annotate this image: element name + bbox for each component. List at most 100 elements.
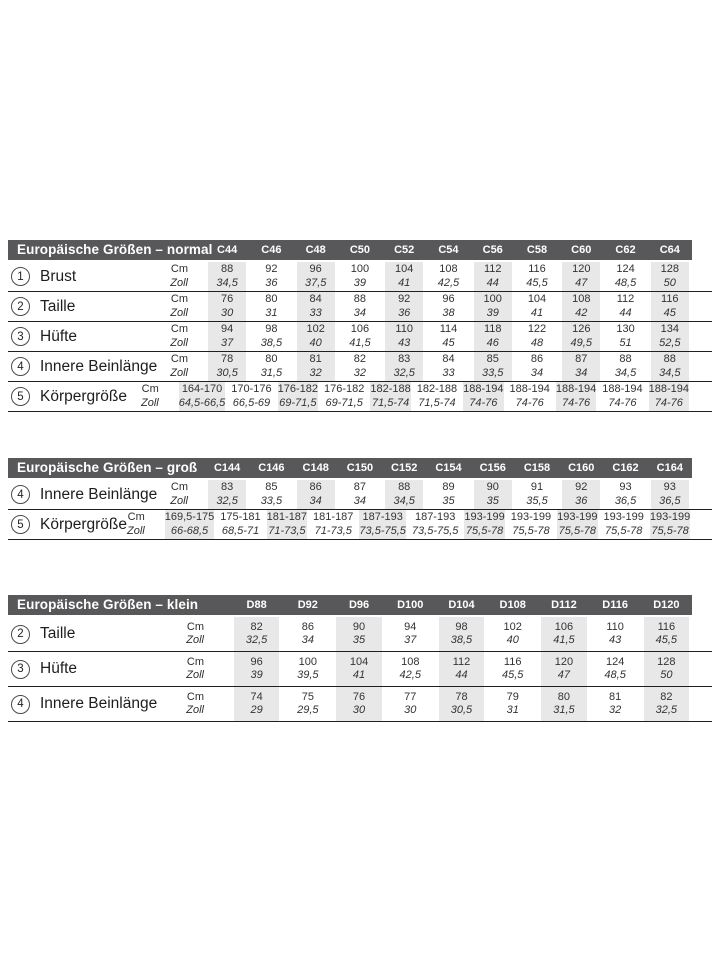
cm-value: 108 bbox=[572, 293, 591, 305]
value-cell: 181-187 71-73,5 bbox=[310, 510, 356, 539]
value-cell: 112 44 bbox=[436, 652, 487, 686]
table-header-bar: Europäische Größen – klein D88 D92 D96 D100 D… bbox=[8, 595, 692, 615]
cm-value: 85 bbox=[486, 353, 499, 365]
zoll-value: 46 bbox=[486, 336, 499, 349]
zoll-value: 29 bbox=[250, 704, 263, 716]
table-title: Europäische Größen – normal bbox=[17, 242, 213, 257]
value-cell: 83 32,5 bbox=[382, 352, 426, 381]
cm-value: 78 bbox=[455, 690, 468, 703]
value-cell: 193-199 75,5-78 bbox=[508, 510, 554, 539]
zoll-value: 30 bbox=[404, 704, 417, 716]
value-cell: 82 32,5 bbox=[231, 617, 282, 651]
zoll-value: 34 bbox=[530, 366, 544, 379]
cm-value: 86 bbox=[530, 353, 544, 365]
zoll-value: 32,5 bbox=[216, 494, 238, 507]
zoll-value: 47 bbox=[557, 669, 571, 681]
row-right-pad bbox=[692, 617, 712, 651]
cm-value: 110 bbox=[395, 323, 413, 335]
zoll-value: 37 bbox=[404, 634, 417, 646]
value-cell: 92 36 bbox=[559, 480, 603, 509]
unit-labels: Cm Zoll bbox=[170, 353, 205, 380]
cm-value: 193-199 bbox=[557, 511, 598, 523]
value-cell: 75 29,5 bbox=[282, 687, 333, 721]
value-cell: 108 42 bbox=[559, 292, 603, 321]
cm-value: 104 bbox=[527, 293, 547, 305]
row-header: 5 Körpergröße Cm Zoll bbox=[8, 510, 162, 539]
value-cell: 188-194 74-76 bbox=[599, 382, 645, 411]
value-cell: 124 48,5 bbox=[603, 262, 647, 291]
row-right-pad bbox=[693, 510, 713, 539]
value-cell: 84 33 bbox=[426, 352, 470, 381]
value-cell: 86 34 bbox=[515, 352, 559, 381]
value-cell: 188-194 74-76 bbox=[507, 382, 553, 411]
cm-value: 85 bbox=[265, 481, 278, 493]
zoll-value: 48,5 bbox=[614, 276, 637, 289]
zoll-value: 33 bbox=[309, 306, 322, 319]
value-cell: 96 38 bbox=[426, 292, 470, 321]
unit-cm-label: Cm bbox=[141, 383, 159, 395]
row-right-pad bbox=[692, 292, 712, 321]
zoll-value: 44 bbox=[486, 276, 499, 289]
value-cell: 80 31 bbox=[249, 292, 293, 321]
value-cell: 188-194 74-76 bbox=[460, 382, 506, 411]
column-header: C162 bbox=[612, 462, 639, 474]
cm-value: 89 bbox=[442, 481, 455, 493]
row-right-pad bbox=[692, 687, 712, 721]
cm-value: 175-181 bbox=[220, 511, 261, 523]
cm-value: 110 bbox=[606, 620, 624, 633]
row-right-pad bbox=[692, 262, 712, 291]
value-cell: 92 36 bbox=[249, 262, 293, 291]
value-cell: 182-188 71,5-74 bbox=[414, 382, 460, 411]
zoll-value: 45,5 bbox=[526, 276, 548, 289]
zoll-value: 35 bbox=[352, 634, 366, 646]
zoll-value: 41 bbox=[530, 306, 544, 319]
cm-value: 112 bbox=[452, 655, 471, 668]
row-header: 2 Taille Cm Zoll bbox=[8, 292, 205, 321]
value-cell: 100 39 bbox=[338, 262, 382, 291]
cm-value: 81 bbox=[609, 690, 622, 703]
zoll-value: 74-76 bbox=[654, 396, 683, 409]
column-header: C152 bbox=[391, 462, 418, 474]
unit-zoll-label: Zoll bbox=[141, 396, 159, 409]
column-header: D120 bbox=[653, 599, 680, 611]
row-number-badge: 4 bbox=[11, 485, 30, 504]
zoll-value: 36,5 bbox=[614, 494, 637, 507]
table-title: Europäische Größen – klein bbox=[17, 597, 199, 612]
value-cell: 85 33,5 bbox=[249, 480, 293, 509]
zoll-value: 34 bbox=[575, 366, 588, 379]
column-header: C46 bbox=[261, 244, 282, 256]
column-header: C164 bbox=[656, 462, 683, 474]
zoll-value: 48 bbox=[530, 336, 544, 349]
unit-cm-label: Cm bbox=[186, 620, 204, 633]
zoll-value: 50 bbox=[660, 669, 673, 681]
cm-value: 90 bbox=[486, 481, 499, 493]
row-header: 4 Innere Beinlänge Cm Zoll bbox=[8, 352, 205, 381]
value-cell: 78 30,5 bbox=[436, 687, 487, 721]
table-row: 5 Körpergröße Cm Zoll 164-170 64,5-66,5 170-17… bbox=[8, 382, 712, 412]
zoll-value: 74-76 bbox=[561, 396, 591, 409]
unit-labels: Cm Zoll bbox=[170, 293, 205, 320]
unit-labels: Cm Zoll bbox=[186, 691, 231, 718]
row-label: Brust bbox=[40, 267, 77, 285]
unit-cm-label: Cm bbox=[170, 293, 188, 305]
value-cell: 126 49,5 bbox=[559, 322, 603, 351]
value-cell: 104 41 bbox=[382, 262, 426, 291]
cm-value: 75 bbox=[301, 690, 314, 703]
cm-value: 116 bbox=[503, 655, 522, 668]
cm-value: 93 bbox=[619, 481, 632, 493]
value-cell: 82 32,5 bbox=[641, 687, 692, 721]
row-number-badge: 5 bbox=[11, 387, 30, 406]
cm-value: 176-182 bbox=[277, 383, 318, 395]
value-cell: 79 31 bbox=[487, 687, 538, 721]
zoll-value: 43 bbox=[609, 634, 622, 646]
zoll-value: 71,5-74 bbox=[371, 396, 410, 409]
table-row: 3 Hüfte Cm Zoll 94 37 98 38,5 102 40 106 41,5 110 43 1… bbox=[8, 322, 712, 352]
value-cell: 96 39 bbox=[231, 652, 282, 686]
cm-value: 193-199 bbox=[603, 511, 644, 523]
value-cell: 86 34 bbox=[282, 617, 333, 651]
size-table-normal: Europäische Größen – normal C44 C46 C48 C50 C… bbox=[8, 240, 712, 412]
row-number-badge: 2 bbox=[11, 297, 30, 316]
value-cell: 76 30 bbox=[333, 687, 384, 721]
zoll-value: 45,5 bbox=[655, 634, 678, 646]
cm-value: 90 bbox=[352, 620, 366, 633]
